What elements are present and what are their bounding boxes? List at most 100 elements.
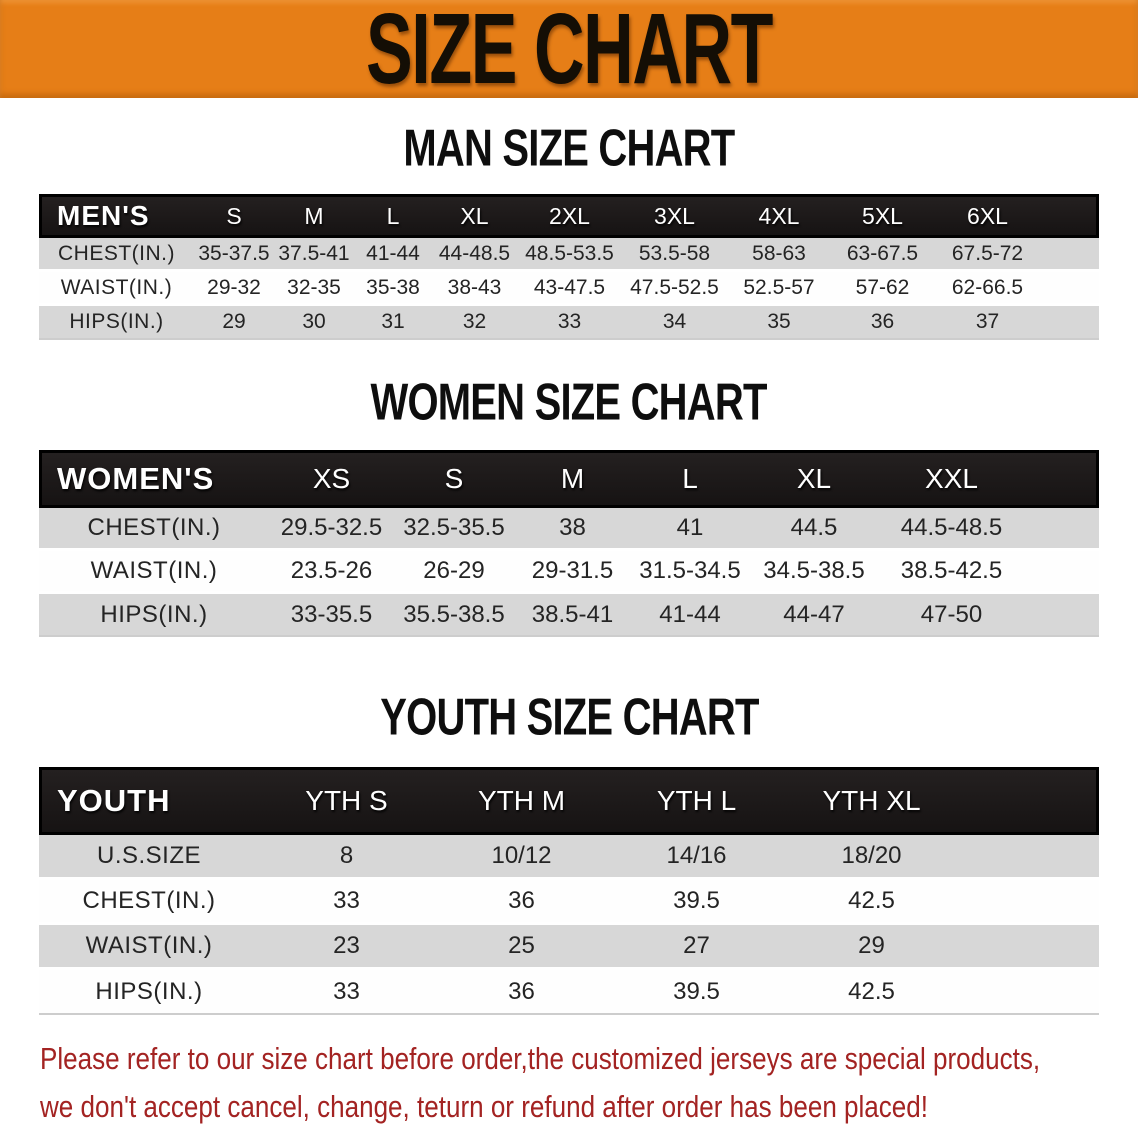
size-column-header: M <box>274 194 354 238</box>
table-row: HIPS(IN.) 33-35.5 35.5-38.5 38.5-41 41-44 44-… <box>39 594 1099 637</box>
header-filler <box>1024 450 1099 508</box>
size-value-cell: 25 <box>434 925 609 970</box>
size-column-header: S <box>194 194 274 238</box>
size-value-cell: 31.5-34.5 <box>631 551 749 594</box>
table-row: CHEST(IN.) 33 36 39.5 42.5 <box>39 880 1099 925</box>
women-chart-heading: WOMEN SIZE CHART <box>0 376 1138 428</box>
size-value-cell: 29-32 <box>194 272 274 306</box>
size-column-header: 2XL <box>517 194 622 238</box>
banner-title: SIZE CHART <box>366 0 773 105</box>
size-value-cell: 36 <box>434 970 609 1015</box>
size-value-cell: 58-63 <box>727 238 831 272</box>
table-row: CHEST(IN.) 29.5-32.5 32.5-35.5 38 41 44.5 44.5… <box>39 508 1099 551</box>
youth-chart-heading: YOUTH SIZE CHART <box>0 687 1138 747</box>
corner-label: MEN'S <box>39 194 194 238</box>
size-value-cell: 34 <box>622 306 727 340</box>
size-value-cell: 14/16 <box>609 835 784 880</box>
row-filler <box>1024 508 1099 551</box>
size-value-cell: 39.5 <box>609 880 784 925</box>
size-value-cell: 44.5-48.5 <box>879 508 1024 551</box>
size-value-cell: 38 <box>514 508 631 551</box>
size-value-cell: 67.5-72 <box>934 238 1041 272</box>
size-value-cell: 53.5-58 <box>622 238 727 272</box>
size-value-cell: 36 <box>434 880 609 925</box>
size-value-cell: 35-37.5 <box>194 238 274 272</box>
row-label: HIPS(IN.) <box>39 306 194 340</box>
size-value-cell: 41 <box>631 508 749 551</box>
row-label: HIPS(IN.) <box>39 970 259 1015</box>
size-value-cell: 47-50 <box>879 594 1024 637</box>
size-column-header: 5XL <box>831 194 934 238</box>
men-size-table: MEN'S S M L XL 2XL 3XL 4XL 5XL 6XL CHEST(IN.) 35-37… <box>39 194 1099 340</box>
size-value-cell: 8 <box>259 835 434 880</box>
row-filler <box>1041 306 1099 340</box>
size-value-cell: 39.5 <box>609 970 784 1015</box>
size-value-cell: 33 <box>259 970 434 1015</box>
size-value-cell: 57-62 <box>831 272 934 306</box>
size-value-cell: 35 <box>727 306 831 340</box>
size-value-cell: 37.5-41 <box>274 238 354 272</box>
size-column-header: XS <box>269 450 394 508</box>
size-value-cell: 32.5-35.5 <box>394 508 514 551</box>
size-column-header: M <box>514 450 631 508</box>
header-row: YOUTH YTH S YTH M YTH L YTH XL <box>39 767 1099 835</box>
size-value-cell: 30 <box>274 306 354 340</box>
header-row: WOMEN'S XS S M L XL XXL <box>39 450 1099 508</box>
corner-label: YOUTH <box>39 767 259 835</box>
size-column-header: XL <box>432 194 517 238</box>
row-filler <box>959 835 1099 880</box>
size-value-cell: 47.5-52.5 <box>622 272 727 306</box>
size-value-cell: 44.5 <box>749 508 879 551</box>
row-label: U.S.SIZE <box>39 835 259 880</box>
size-value-cell: 41-44 <box>354 238 432 272</box>
size-column-header: 4XL <box>727 194 831 238</box>
size-value-cell: 26-29 <box>394 551 514 594</box>
size-value-cell: 29 <box>784 925 959 970</box>
size-value-cell: 41-44 <box>631 594 749 637</box>
size-column-header: 3XL <box>622 194 727 238</box>
header-filler <box>1041 194 1099 238</box>
row-label: CHEST(IN.) <box>39 880 259 925</box>
table-row: U.S.SIZE 8 10/12 14/16 18/20 <box>39 835 1099 880</box>
row-filler <box>1041 238 1099 272</box>
youth-size-table: YOUTH YTH S YTH M YTH L YTH XL U.S.SIZE 8 10/12… <box>39 767 1099 1015</box>
size-column-header: 6XL <box>934 194 1041 238</box>
size-chart-banner: SIZE CHART <box>0 0 1138 105</box>
size-column-header: L <box>354 194 432 238</box>
header-filler <box>959 767 1099 835</box>
size-column-header: S <box>394 450 514 508</box>
size-column-header: XXL <box>879 450 1024 508</box>
row-label: HIPS(IN.) <box>39 594 269 637</box>
men-chart-heading: MAN SIZE CHART <box>0 118 1138 178</box>
women-size-section: WOMEN SIZE CHART WOMEN'S XS S M L XL XXL CHEST(… <box>0 376 1138 637</box>
youth-size-section: YOUTH SIZE CHART YOUTH YTH S YTH M YTH L YTH… <box>0 687 1138 1015</box>
size-value-cell: 29-31.5 <box>514 551 631 594</box>
size-column-header: XL <box>749 450 879 508</box>
youth-chart-heading-text: YOUTH SIZE CHART <box>379 687 759 747</box>
row-filler <box>1024 551 1099 594</box>
table-row: HIPS(IN.) 33 36 39.5 42.5 <box>39 970 1099 1015</box>
table-row: WAIST(IN.) 23.5-26 26-29 29-31.5 31.5-34.5 34… <box>39 551 1099 594</box>
row-filler <box>959 925 1099 970</box>
size-value-cell: 35.5-38.5 <box>394 594 514 637</box>
size-value-cell: 23.5-26 <box>269 551 394 594</box>
women-size-table: WOMEN'S XS S M L XL XXL CHEST(IN.) 29.5-32.5 32.5… <box>39 450 1099 637</box>
size-value-cell: 27 <box>609 925 784 970</box>
size-value-cell: 37 <box>934 306 1041 340</box>
row-label: CHEST(IN.) <box>39 238 194 272</box>
row-filler <box>1024 594 1099 637</box>
table-row: HIPS(IN.) 29 30 31 32 33 34 35 36 37 <box>39 306 1099 340</box>
size-value-cell: 42.5 <box>784 970 959 1015</box>
size-value-cell: 23 <box>259 925 434 970</box>
size-value-cell: 52.5-57 <box>727 272 831 306</box>
size-value-cell: 44-47 <box>749 594 879 637</box>
size-value-cell: 34.5-38.5 <box>749 551 879 594</box>
men-chart-heading-text: MAN SIZE CHART <box>403 118 735 178</box>
size-value-cell: 33 <box>259 880 434 925</box>
size-value-cell: 10/12 <box>434 835 609 880</box>
table-row: WAIST(IN.) 23 25 27 29 <box>39 925 1099 970</box>
men-size-section: MAN SIZE CHART MEN'S S M L XL 2XL 3XL 4XL 5XL 6XL… <box>0 118 1138 340</box>
table-row: WAIST(IN.) 29-32 32-35 35-38 38-43 43-47.5 47.… <box>39 272 1099 306</box>
disclaimer: Please refer to our size chart before or… <box>40 1035 1138 1131</box>
size-value-cell: 35-38 <box>354 272 432 306</box>
